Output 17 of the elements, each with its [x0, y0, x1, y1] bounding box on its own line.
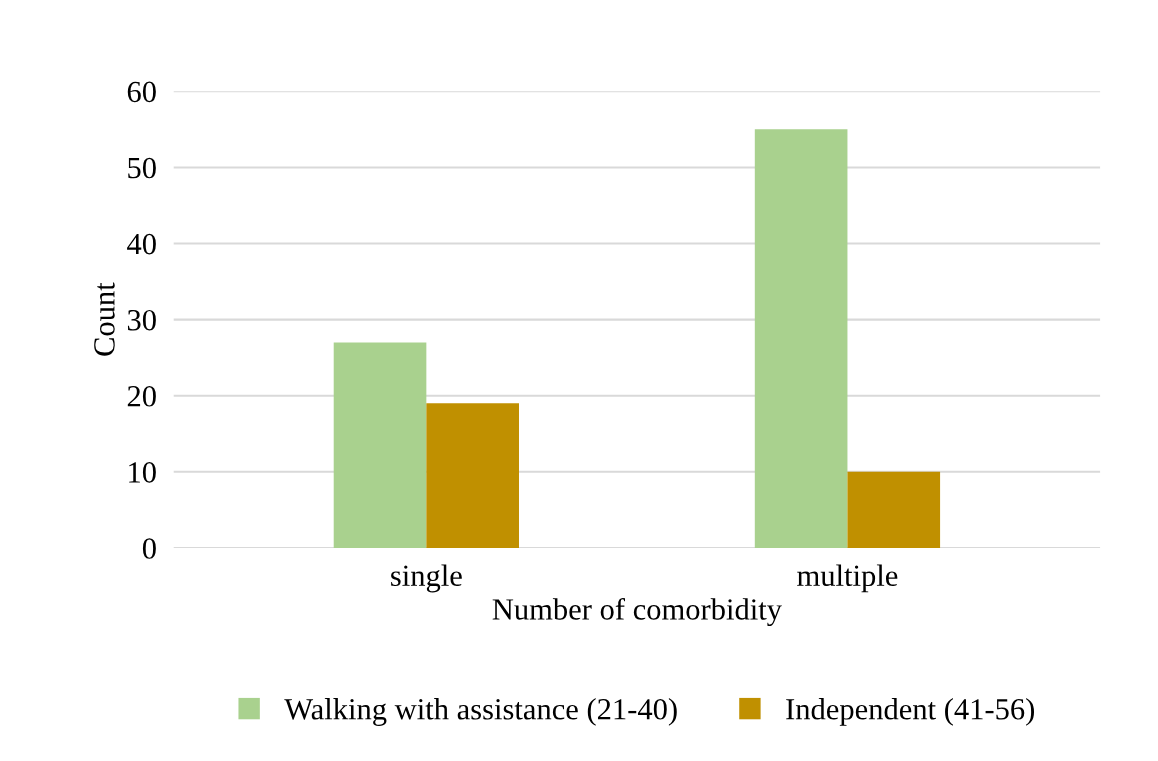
legend-label: Independent (41-56)	[786, 698, 1035, 726]
y-tick-label: 30	[127, 309, 156, 331]
x-tick-label: multiple	[797, 564, 898, 593]
bar	[426, 403, 519, 548]
y-tick-label: 40	[127, 233, 156, 255]
y-tick-label: 50	[128, 157, 156, 179]
legend-label: Walking with assistance (21-40)	[284, 698, 677, 726]
y-tick-label: 60	[127, 81, 156, 103]
bar	[847, 471, 941, 548]
x-axis-title: Number of comorbidity	[492, 597, 782, 627]
y-tick-label: 10	[129, 462, 156, 483]
y-tick-label: 0	[142, 538, 156, 559]
y-axis-title: Count	[94, 282, 115, 356]
bar	[333, 342, 427, 548]
bar	[754, 129, 848, 548]
y-tick-label: 20	[127, 386, 156, 407]
x-tick-label: single	[391, 564, 462, 593]
